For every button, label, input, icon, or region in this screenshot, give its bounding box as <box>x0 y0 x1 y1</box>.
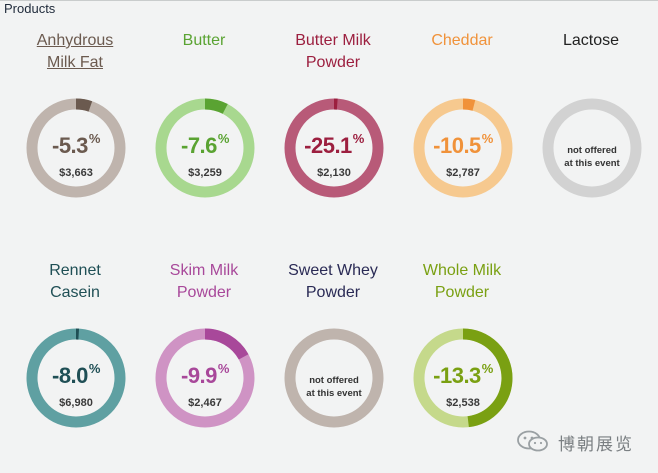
donut-ring-svg <box>284 98 384 198</box>
donut-ring-svg <box>155 328 255 428</box>
donut-change-arc <box>26 328 126 428</box>
change-donut: -9.9% $2,467 <box>155 328 255 448</box>
not-offered-line1: not offered <box>309 375 359 386</box>
price-change: -9.9% <box>155 361 255 389</box>
product-title: Lactose <box>528 30 654 52</box>
price-change: -13.3% <box>413 361 513 389</box>
change-donut: -10.5% $2,787 <box>413 98 513 218</box>
average-price: $2,787 <box>446 167 480 179</box>
product-title-line2: Milk Fat <box>47 54 103 71</box>
price-change-value: -25.1 <box>304 133 352 158</box>
product-title: Cheddar <box>399 30 525 52</box>
wechat-icon <box>517 430 548 452</box>
price-change: -5.3% <box>26 131 126 159</box>
price-change-value: -13.3 <box>433 363 481 388</box>
change-donut: not offered at this event <box>284 328 384 448</box>
donut-ring-svg <box>284 328 384 428</box>
product-title-line1: Whole Milk <box>422 262 502 279</box>
top-border <box>0 0 658 1</box>
donut-change-arc <box>26 98 126 198</box>
change-donut: not offered at this event <box>542 98 642 218</box>
average-price: $6,980 <box>59 397 93 409</box>
product-title-line2: Casein <box>50 284 100 301</box>
donut-change-arc <box>413 328 513 428</box>
product-title: Sweet Whey Powder <box>270 260 396 304</box>
product-title-line2: Powder <box>305 284 361 301</box>
donut-track <box>284 328 384 428</box>
product-title-line1: Butter Milk <box>295 32 371 49</box>
not-offered-line2: at this event <box>306 388 362 399</box>
donut-ring-svg <box>26 328 126 428</box>
donut-change-arc <box>155 98 255 198</box>
percent-sign: % <box>88 131 101 146</box>
change-donut: -7.6% $3,259 <box>155 98 255 218</box>
product-title-line1: Cheddar <box>431 32 493 49</box>
not-offered-note: not offered at this event <box>542 144 642 170</box>
average-price: $2,467 <box>188 397 222 409</box>
donut-track <box>542 98 642 198</box>
percent-sign: % <box>217 361 230 376</box>
average-price: $3,259 <box>188 167 222 179</box>
price-change: -7.6% <box>155 131 255 159</box>
product-title: Butter <box>141 30 267 52</box>
donut-ring-svg <box>413 98 513 198</box>
product-title-line2: Powder <box>176 284 232 301</box>
product-title: Butter Milk Powder <box>270 30 396 74</box>
product-title: Whole Milk Powder <box>399 260 525 304</box>
watermark: 博朝展览 <box>516 428 656 454</box>
product-title-line1: Rennet <box>49 262 101 279</box>
price-change-value: -8.0 <box>52 363 88 388</box>
price-change-value: -9.9 <box>181 363 217 388</box>
average-price: $2,538 <box>446 397 480 409</box>
product-title: Skim Milk Powder <box>141 260 267 304</box>
product-title[interactable]: Anhydrous Milk Fat <box>12 30 138 74</box>
price-change: -25.1% <box>284 131 384 159</box>
change-donut: -25.1% $2,130 <box>284 98 384 218</box>
section-header: Products <box>4 1 56 16</box>
percent-sign: % <box>217 131 230 146</box>
product-title-line1: Butter <box>182 32 226 49</box>
product-title-line1: Sweet Whey <box>288 262 378 279</box>
donut-ring-svg <box>26 98 126 198</box>
not-offered-line1: not offered <box>567 145 617 156</box>
percent-sign: % <box>352 131 365 146</box>
price-change-value: -10.5 <box>433 133 481 158</box>
price-change: -10.5% <box>413 131 513 159</box>
donut-change-arc <box>413 98 513 198</box>
percent-sign: % <box>88 361 101 376</box>
product-title-line2: Powder <box>434 284 490 301</box>
change-donut: -5.3% $3,663 <box>26 98 126 218</box>
donut-change-arc <box>284 98 384 198</box>
donut-ring-svg <box>542 98 642 198</box>
not-offered-note: not offered at this event <box>284 374 384 400</box>
donut-ring-svg <box>155 98 255 198</box>
donut-ring-svg <box>413 328 513 428</box>
donut-change-arc <box>155 328 255 428</box>
percent-sign: % <box>481 131 494 146</box>
not-offered-line2: at this event <box>564 158 620 169</box>
average-price: $2,130 <box>317 167 351 179</box>
product-title-line2: Powder <box>305 54 361 71</box>
price-change: -8.0% <box>26 361 126 389</box>
price-change-value: -5.3 <box>52 133 88 158</box>
percent-sign: % <box>481 361 494 376</box>
product-title: Rennet Casein <box>12 260 138 304</box>
watermark-text: 博朝展览 <box>558 435 634 454</box>
change-donut: -8.0% $6,980 <box>26 328 126 448</box>
price-change-value: -7.6 <box>181 133 217 158</box>
product-title-line1: Skim Milk <box>169 262 239 279</box>
change-donut: -13.3% $2,538 <box>413 328 513 448</box>
product-title-line1: Anhydrous <box>36 32 114 49</box>
average-price: $3,663 <box>59 167 93 179</box>
product-title-line1: Lactose <box>562 32 620 49</box>
